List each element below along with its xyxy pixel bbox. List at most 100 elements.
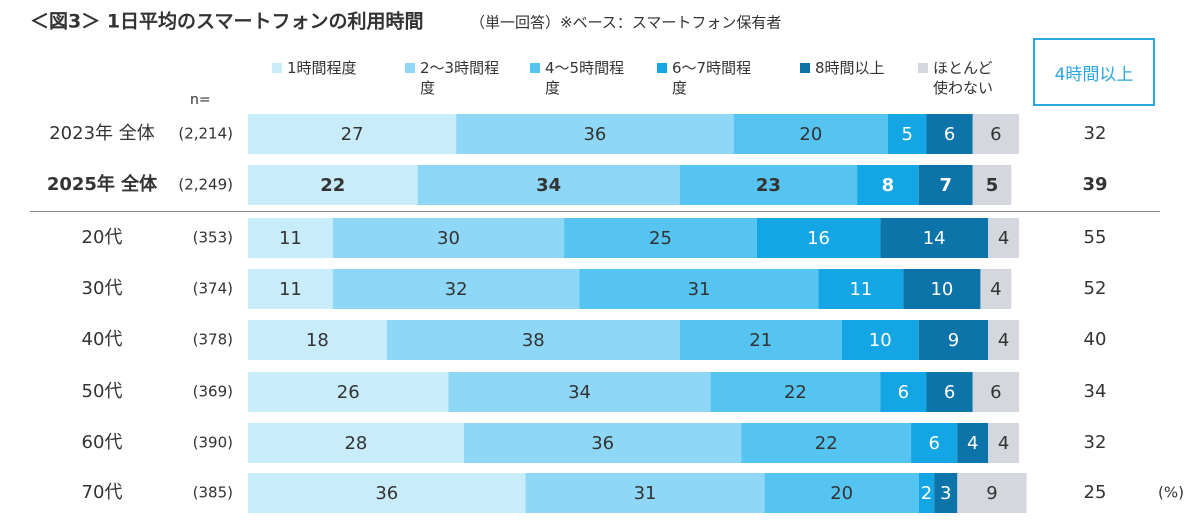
value-label: 4 bbox=[998, 433, 1009, 454]
bar-segment bbox=[980, 269, 1012, 309]
bar-segment bbox=[918, 320, 989, 360]
value-label: 11 bbox=[849, 279, 872, 300]
unit-label: (%) bbox=[1158, 484, 1184, 502]
value-label: 5 bbox=[901, 124, 912, 145]
legend-swatch bbox=[918, 63, 928, 73]
bar-segment bbox=[248, 473, 526, 513]
bar-segment bbox=[710, 372, 881, 412]
bar-segment bbox=[386, 320, 680, 360]
value-label: 34 bbox=[536, 175, 561, 196]
total-value: 25 bbox=[1084, 482, 1107, 503]
n-value: (385) bbox=[193, 484, 233, 502]
value-label: 22 bbox=[815, 433, 838, 454]
value-label: 6 bbox=[944, 124, 955, 145]
value-label: 38 bbox=[522, 330, 545, 351]
bar-segment bbox=[248, 372, 449, 412]
value-label: 18 bbox=[306, 330, 329, 351]
category-label: 50代 bbox=[82, 381, 123, 402]
value-label: 6 bbox=[990, 124, 1001, 145]
value-label: 4 bbox=[967, 433, 978, 454]
bar-segment bbox=[880, 218, 989, 258]
category-label: 40代 bbox=[82, 329, 123, 350]
bar-segment bbox=[926, 372, 973, 412]
value-label: 23 bbox=[756, 175, 781, 196]
total-value: 39 bbox=[1082, 174, 1107, 195]
bar-segment bbox=[880, 372, 927, 412]
legend-swatch bbox=[530, 63, 540, 73]
value-label: 11 bbox=[279, 279, 302, 300]
value-label: 9 bbox=[986, 483, 997, 504]
bar-segment bbox=[972, 114, 1019, 154]
legend-item: 2～3時間程度 bbox=[405, 58, 505, 98]
bar-segment bbox=[248, 114, 457, 154]
value-label: 4 bbox=[998, 330, 1009, 351]
chart-title: ＜図3＞ 1日平均のスマートフォンの利用時間 bbox=[30, 10, 424, 33]
value-label: 6 bbox=[928, 433, 939, 454]
bar-segment bbox=[957, 423, 989, 463]
total-header: 4時間以上 bbox=[1033, 38, 1155, 106]
n-value: (374) bbox=[193, 280, 233, 298]
n-value: (2,249) bbox=[178, 176, 233, 194]
bar-segment bbox=[248, 218, 333, 258]
legend-label: 8時間以上 bbox=[815, 59, 885, 77]
category-label: 60代 bbox=[82, 432, 123, 453]
value-label: 3 bbox=[940, 483, 951, 504]
bar-segment bbox=[988, 218, 1019, 258]
value-label: 16 bbox=[807, 228, 830, 249]
legend-swatch bbox=[657, 63, 667, 73]
bar-segment bbox=[764, 473, 919, 513]
value-label: 4 bbox=[998, 228, 1009, 249]
bar-segment bbox=[918, 165, 973, 205]
bar-segment bbox=[972, 165, 1012, 205]
value-label: 11 bbox=[279, 228, 302, 249]
legend-label: 6～7時間程度 bbox=[672, 59, 752, 97]
legend-item: 4～5時間程度 bbox=[530, 58, 630, 98]
bar-segment bbox=[857, 165, 919, 205]
total-value: 52 bbox=[1084, 278, 1107, 299]
n-value: (369) bbox=[193, 383, 233, 401]
bar-segment bbox=[679, 320, 842, 360]
value-label: 8 bbox=[882, 175, 895, 196]
value-label: 14 bbox=[923, 228, 946, 249]
bar-segment bbox=[934, 473, 958, 513]
value-label: 6 bbox=[990, 382, 1001, 403]
value-label: 5 bbox=[986, 175, 999, 196]
category-label: 30代 bbox=[82, 278, 123, 299]
value-label: 6 bbox=[898, 382, 909, 403]
bar-segment bbox=[741, 423, 912, 463]
value-label: 22 bbox=[320, 175, 345, 196]
value-label: 25 bbox=[649, 228, 672, 249]
bar-segment bbox=[972, 372, 1019, 412]
value-label: 28 bbox=[344, 433, 367, 454]
category-label: 2025年 全体 bbox=[47, 173, 158, 195]
legend-label: 1時間程度 bbox=[287, 59, 357, 77]
bar-segment bbox=[911, 423, 958, 463]
bar-segment bbox=[679, 165, 858, 205]
n-value: (353) bbox=[193, 229, 233, 247]
legend-item: ほとんど使わない bbox=[918, 58, 1005, 98]
total-value: 40 bbox=[1084, 329, 1107, 350]
bar-segment bbox=[841, 320, 919, 360]
category-label: 2023年 全体 bbox=[49, 123, 155, 144]
bar-segment bbox=[248, 269, 333, 309]
bar-segment bbox=[918, 473, 935, 513]
value-label: 26 bbox=[337, 382, 360, 403]
bar-segment bbox=[579, 269, 819, 309]
value-label: 27 bbox=[341, 124, 364, 145]
bar-segment bbox=[456, 114, 734, 154]
bar-segment bbox=[733, 114, 888, 154]
total-value: 34 bbox=[1084, 381, 1107, 402]
bar-segment bbox=[887, 114, 927, 154]
bar-segment bbox=[248, 165, 418, 205]
value-label: 10 bbox=[930, 279, 953, 300]
legend-swatch bbox=[405, 63, 415, 73]
value-label: 36 bbox=[583, 124, 606, 145]
category-label: 70代 bbox=[82, 482, 123, 503]
value-label: 21 bbox=[749, 330, 772, 351]
bar-segment bbox=[988, 423, 1019, 463]
bar-segment bbox=[332, 269, 580, 309]
value-label: 22 bbox=[784, 382, 807, 403]
legend-item: 6～7時間程度 bbox=[657, 58, 757, 98]
